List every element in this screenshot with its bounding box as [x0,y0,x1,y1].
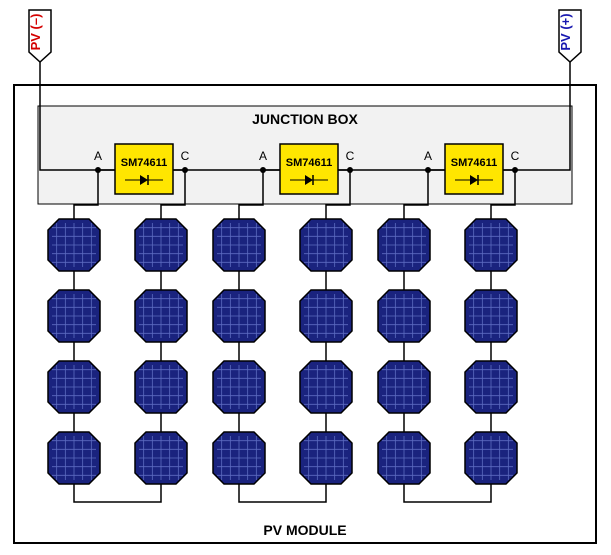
solar-cell [213,361,265,413]
solar-cell [378,432,430,484]
solar-cell [378,361,430,413]
svg-text:PV (–): PV (–) [28,14,43,51]
svg-text:SM74611: SM74611 [451,157,497,169]
solar-cell [465,219,517,271]
solar-cell [378,219,430,271]
pv-module-title: PV MODULE [263,522,346,538]
solar-cell [213,219,265,271]
solar-cell [48,219,100,271]
pv-negative-terminal: PV (–) [28,10,51,62]
solar-cell [135,290,187,342]
solar-cell [135,219,187,271]
solar-cell [48,432,100,484]
solar-cell [135,361,187,413]
solar-cell [135,432,187,484]
solar-cells-group [48,219,517,484]
solar-cell [300,290,352,342]
bypass-diodes-group: SM74611 A C SM74611 A C SM74611 A C [94,144,520,194]
svg-text:PV (+): PV (+) [558,13,573,50]
solar-cell [213,432,265,484]
solar-cell [48,290,100,342]
pv-positive-terminal: PV (+) [558,10,581,62]
svg-text:SM74611: SM74611 [286,157,332,169]
solar-cell [300,361,352,413]
svg-text:A: A [94,149,102,163]
svg-text:A: A [259,149,267,163]
solar-cell [300,219,352,271]
svg-text:SM74611: SM74611 [121,157,167,169]
svg-text:C: C [346,149,355,163]
junction-box-title: JUNCTION BOX [252,111,358,127]
solar-cell [465,290,517,342]
solar-cell [378,290,430,342]
solar-cell [48,361,100,413]
solar-cell [213,290,265,342]
solar-cell [465,432,517,484]
svg-text:C: C [181,149,190,163]
svg-text:A: A [424,149,432,163]
diagram-svg: PV MODULE JUNCTION BOX PV (–) PV (+) SM7… [0,0,611,555]
solar-cell [300,432,352,484]
solar-cell [465,361,517,413]
svg-text:C: C [511,149,520,163]
